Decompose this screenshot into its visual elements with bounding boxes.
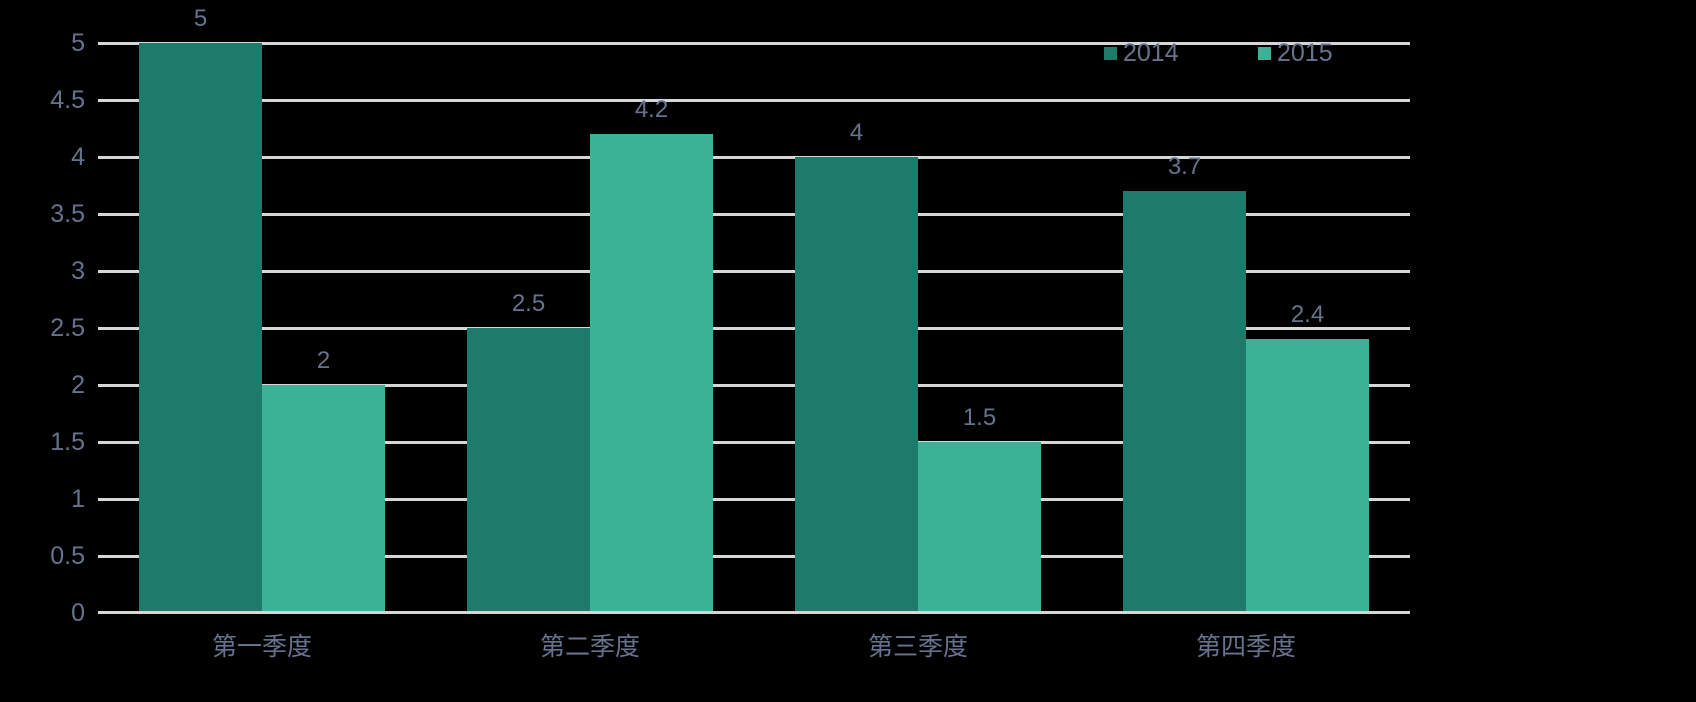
x-axis-category-label: 第四季度: [1195, 633, 1296, 661]
gridline: [98, 156, 1410, 159]
gridline: [98, 441, 1410, 444]
y-axis-tick-label: 2.5: [50, 314, 85, 342]
y-axis-tick-label: 0.5: [50, 542, 85, 570]
y-axis-tick-label: 2: [71, 371, 85, 399]
bar-value-label: 2.4: [1290, 301, 1325, 329]
x-axis-category-label: 第三季度: [867, 633, 968, 661]
bar-value-label: 2.5: [511, 290, 546, 317]
plot-area: 5 2.5 4 3.7 2 4.2 1.5 2.4: [98, 5, 1410, 614]
gridline: [98, 270, 1410, 273]
y-axis-tick-label: 0: [71, 599, 85, 627]
y-axis-tick-label: 3.5: [50, 200, 85, 228]
gridline: [98, 42, 1410, 45]
gridline: [98, 555, 1410, 558]
legend-swatch-icon: [1258, 46, 1271, 60]
legend-label: 2015: [1277, 39, 1333, 67]
bar-2015-第三季度[interactable]: [918, 442, 1041, 613]
y-axis-tick-label: 4.5: [50, 86, 85, 114]
bar-2014-第三季度[interactable]: [795, 157, 918, 613]
bar-2015-第二季度[interactable]: [590, 134, 713, 613]
x-axis-category-label: 第二季度: [539, 633, 640, 661]
bar-2014-第一季度[interactable]: [139, 43, 262, 613]
gridline: [98, 498, 1410, 501]
legend-label: 2014: [1123, 39, 1179, 67]
bar-value-label: 2: [316, 347, 331, 374]
x-axis-line: [98, 611, 1410, 614]
gridline: [98, 213, 1410, 216]
y-axis-tick-label: 1: [71, 485, 85, 513]
y-axis-tick-label: 4: [71, 143, 85, 171]
bar-2014-第二季度[interactable]: [467, 328, 590, 613]
gridline: [98, 384, 1410, 387]
legend-entry-2014[interactable]: 2014: [1104, 40, 1179, 66]
bar-2015-第一季度[interactable]: [262, 385, 385, 613]
bar-2014-第四季度[interactable]: [1123, 191, 1246, 613]
bar-2015-第四季度[interactable]: [1246, 339, 1369, 613]
y-axis-tick-label: 3: [71, 257, 85, 285]
x-axis-category-label: 第一季度: [211, 633, 312, 661]
bar-value-label: 3.7: [1167, 153, 1202, 181]
legend-swatch-icon: [1104, 46, 1117, 60]
chart-legend: 2014 2015: [0, 40, 1696, 66]
bar-value-label: 1.5: [962, 404, 997, 431]
bar-value-label: 4.2: [634, 96, 669, 124]
bar-value-label: 5: [193, 5, 208, 32]
legend-entry-2015[interactable]: 2015: [1258, 40, 1333, 66]
y-axis-tick-label: 1.5: [50, 428, 85, 456]
y-axis-tick-label: 5: [71, 29, 85, 57]
gridline: [98, 99, 1410, 102]
bar-value-label: 4: [849, 119, 864, 146]
gridline: [98, 327, 1410, 330]
